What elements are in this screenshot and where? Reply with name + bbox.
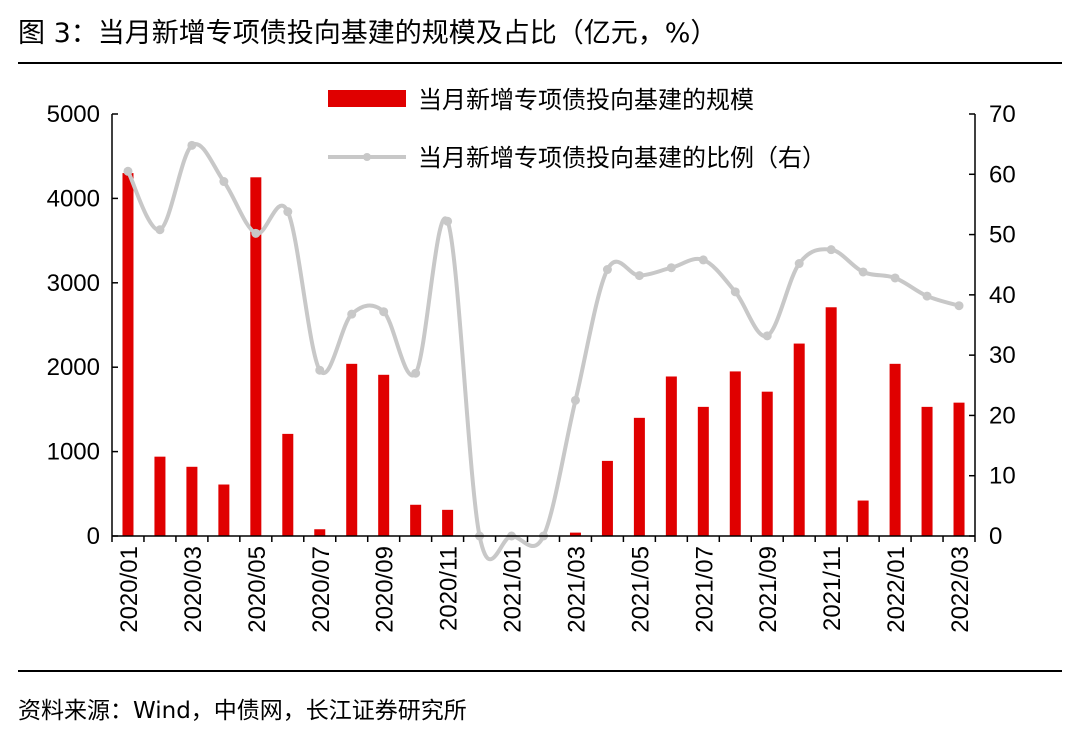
legend-bar-swatch bbox=[328, 90, 406, 107]
bar-2020/11 bbox=[442, 509, 454, 536]
bar-2021/05 bbox=[633, 417, 645, 536]
ratio-point-2021/08 bbox=[730, 287, 740, 297]
ratio-point-2021/11 bbox=[826, 245, 836, 255]
ratio-point-2021/09 bbox=[762, 331, 772, 341]
ratio-point-2021/05 bbox=[634, 271, 644, 281]
right-tick-label: 10 bbox=[989, 463, 1016, 490]
left-tick-label: 5000 bbox=[47, 101, 100, 128]
ratio-point-2021/03 bbox=[570, 395, 580, 405]
bar-2021/04 bbox=[601, 460, 613, 536]
x-tick-label: 2021/11 bbox=[819, 546, 846, 631]
legend-bar-label: 当月新增专项债投向基建的规模 bbox=[418, 87, 754, 114]
chart-title: 图 3：当月新增专项债投向基建的规模及占比（亿元，%） bbox=[18, 18, 718, 49]
ratio-point-2022/03 bbox=[954, 301, 964, 311]
footer-divider bbox=[18, 670, 1062, 672]
x-tick-label: 2021/07 bbox=[691, 546, 718, 633]
x-tick-label: 2022/03 bbox=[947, 546, 974, 633]
x-tick-label: 2021/05 bbox=[627, 546, 654, 633]
right-tick-label: 0 bbox=[989, 523, 1002, 550]
x-tick-label: 2020/09 bbox=[372, 546, 399, 633]
bar-2020/05 bbox=[250, 177, 262, 537]
ratio-point-2020/10 bbox=[411, 368, 421, 378]
bar-2020/10 bbox=[410, 504, 422, 536]
bar-2022/03 bbox=[953, 402, 965, 536]
left-tick-label: 2000 bbox=[47, 354, 100, 381]
bar-2021/10 bbox=[793, 343, 805, 536]
ratio-point-2021/12 bbox=[858, 267, 868, 277]
left-tick-label: 3000 bbox=[47, 270, 100, 297]
ratio-point-2020/07 bbox=[315, 365, 325, 375]
left-tick-label: 0 bbox=[87, 523, 100, 550]
right-tick-label: 20 bbox=[989, 402, 1016, 429]
bar-2021/08 bbox=[729, 371, 741, 536]
right-tick-label: 30 bbox=[989, 342, 1016, 369]
ratio-point-2020/06 bbox=[283, 207, 293, 217]
bar-2022/02 bbox=[921, 406, 933, 536]
bar-2021/06 bbox=[665, 376, 677, 536]
bar-2020/01 bbox=[122, 173, 134, 536]
x-tick-label: 2022/01 bbox=[883, 546, 910, 633]
ratio-point-2022/02 bbox=[922, 291, 932, 301]
ratio-point-2021/06 bbox=[666, 263, 676, 273]
x-tick-label: 2020/05 bbox=[244, 546, 271, 633]
right-tick-label: 50 bbox=[989, 222, 1016, 249]
bar-2021/07 bbox=[697, 406, 709, 536]
legend-line-label: 当月新增专项债投向基建的比例（右） bbox=[418, 145, 826, 172]
ratio-point-2020/05 bbox=[251, 228, 261, 238]
ratio-point-2020/11 bbox=[443, 216, 453, 226]
x-tick-label: 2020/03 bbox=[180, 546, 207, 633]
ratio-point-2020/01 bbox=[123, 166, 133, 176]
ratio-point-2022/01 bbox=[890, 273, 900, 283]
bar-2021/09 bbox=[761, 391, 773, 536]
ratio-point-2021/07 bbox=[698, 255, 708, 265]
title-divider bbox=[18, 62, 1062, 64]
bar-2020/09 bbox=[378, 374, 390, 536]
bar-2020/03 bbox=[186, 466, 198, 536]
legend: 当月新增专项债投向基建的规模 当月新增专项债投向基建的比例（右） bbox=[328, 87, 826, 172]
ratio-point-2020/03 bbox=[187, 140, 197, 150]
right-tick-label: 40 bbox=[989, 282, 1016, 309]
left-tick-label: 1000 bbox=[47, 439, 100, 466]
x-tick-label: 2021/03 bbox=[563, 546, 590, 633]
bar-2021/11 bbox=[825, 307, 837, 536]
x-tick-label: 2021/09 bbox=[755, 546, 782, 633]
ratio-point-2021/04 bbox=[602, 265, 612, 275]
ratio-point-2020/04 bbox=[219, 177, 229, 187]
axes: 0 1000 2000 3000 4000 5000 0 10 20 30 40 50 60 70 2020… bbox=[47, 101, 1016, 633]
bar-series bbox=[122, 173, 965, 537]
x-tick-label: 2020/11 bbox=[436, 546, 463, 631]
left-tick-label: 4000 bbox=[47, 185, 100, 212]
source-note: 资料来源：Wind，中债网，长江证券研究所 bbox=[18, 698, 467, 724]
x-tick-label: 2021/01 bbox=[500, 546, 527, 633]
ratio-point-2020/09 bbox=[379, 307, 389, 317]
ratio-points bbox=[123, 140, 964, 541]
bar-2020/04 bbox=[218, 484, 230, 536]
bar-2021/03 bbox=[569, 532, 581, 536]
ratio-point-2021/10 bbox=[794, 259, 804, 269]
legend-line-marker bbox=[363, 153, 371, 161]
bar-2020/06 bbox=[282, 433, 294, 536]
right-tick-label: 70 bbox=[989, 101, 1016, 128]
bar-2021/12 bbox=[857, 500, 869, 536]
ratio-point-2020/08 bbox=[347, 309, 357, 319]
x-tick-label: 2020/07 bbox=[308, 546, 335, 633]
x-tick-label: 2020/01 bbox=[116, 546, 143, 633]
bar-2020/02 bbox=[154, 456, 166, 536]
bar-2020/07 bbox=[314, 529, 326, 536]
bar-2020/08 bbox=[346, 363, 358, 536]
ratio-point-2020/02 bbox=[155, 225, 165, 235]
right-tick-label: 60 bbox=[989, 161, 1016, 188]
bar-2022/01 bbox=[889, 363, 901, 536]
